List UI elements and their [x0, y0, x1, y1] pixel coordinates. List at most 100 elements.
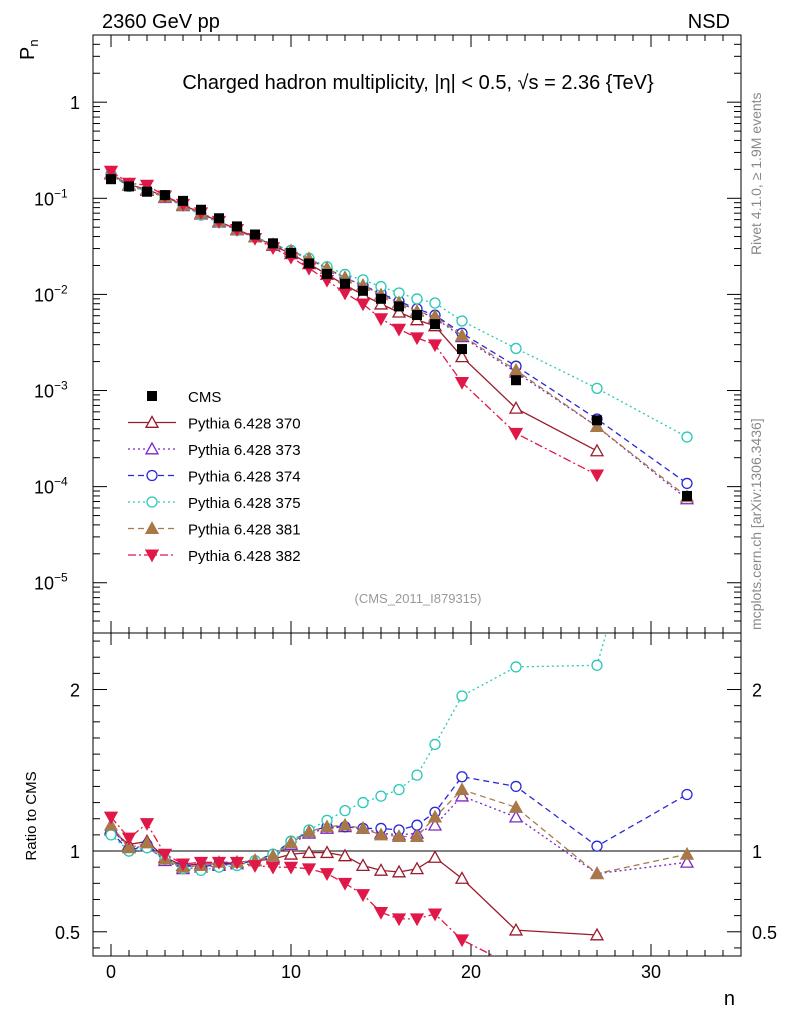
cms-data: [106, 174, 692, 501]
ratio-tick-label-right: 2: [752, 681, 762, 701]
cms-point: [457, 344, 467, 355]
series-point: [508, 400, 524, 414]
ratio-point: [409, 829, 425, 842]
series-point: [409, 332, 425, 346]
chart-title: Charged hadron multiplicity, |η| < 0.5, …: [182, 72, 654, 94]
legend-marker: [147, 391, 157, 401]
ratio-panel-frame: [92, 632, 742, 957]
cms-point: [160, 190, 170, 201]
ratio-point: [283, 846, 299, 860]
ratio-point: [357, 796, 369, 809]
ratio-point: [301, 863, 317, 877]
ratio-point: [679, 854, 695, 868]
cms-point: [394, 301, 404, 312]
ratio-line: [110, 829, 598, 936]
ratio-point: [319, 868, 335, 881]
ratio-tick-label-right: 0.5: [752, 923, 777, 943]
series-point: [456, 315, 468, 327]
ratio-point: [175, 858, 191, 872]
series-ratio-5: [103, 811, 496, 956]
ratio-line: [110, 633, 607, 872]
legend-label: Pythia 6.428 374: [188, 469, 301, 486]
cms-point: [511, 375, 521, 386]
series-point: [355, 298, 371, 312]
ratio-point: [591, 659, 603, 671]
ratio-point: [265, 861, 281, 875]
x-tick-label: 20: [461, 962, 481, 982]
series-point: [508, 427, 524, 441]
ratio-point: [139, 835, 155, 849]
cms-point: [142, 186, 152, 197]
ratio-point: [589, 866, 605, 880]
y-tick-label: 10−2: [34, 282, 68, 305]
y-axis-label-pn: Pn: [17, 39, 41, 60]
series-point: [454, 328, 470, 342]
legend-marker: [146, 496, 158, 508]
analysis-tag: (CMS_2011_I879315): [355, 591, 482, 606]
ratio-point: [454, 782, 470, 796]
mcplots-label: mcplots.cern.ch [arXiv:1306.3436]: [748, 418, 764, 630]
ratio-point: [229, 856, 245, 870]
legend-marker: [144, 521, 160, 534]
ratio-tick-label-right: 1: [752, 842, 762, 862]
cms-point: [412, 310, 422, 321]
cms-point: [682, 490, 692, 501]
ratio-point: [301, 845, 317, 859]
ratio-point: [393, 784, 405, 796]
cms-point: [124, 181, 134, 192]
series-point: [427, 339, 443, 353]
ratio-point: [121, 840, 137, 854]
cms-point: [232, 221, 242, 232]
series-point: [589, 469, 605, 483]
series-top-5: [103, 165, 605, 483]
ratio-point: [510, 661, 522, 673]
ratio-point: [355, 821, 371, 834]
legend-marker: [144, 441, 160, 455]
y-tick-label: 10−1: [34, 186, 68, 209]
cms-point: [268, 238, 278, 249]
ratio-point: [157, 848, 173, 862]
cms-point: [322, 269, 332, 280]
ratio-point: [373, 906, 389, 920]
series-point: [589, 419, 605, 433]
ratio-point: [265, 848, 281, 862]
cms-point: [304, 258, 314, 269]
ratio-point: [391, 829, 407, 842]
ratio-point: [105, 829, 117, 841]
x-tick-label: 10: [281, 962, 301, 982]
series-point: [139, 179, 155, 193]
ratio-point: [319, 845, 335, 859]
ratio-point: [391, 913, 407, 927]
series-point: [591, 382, 603, 394]
legend-marker: [146, 469, 158, 482]
ratio-point: [337, 848, 353, 862]
legend: CMS Pythia 6.428 370 Pythia 6.428 373 Pythi…: [128, 389, 301, 565]
ratio-point: [427, 809, 443, 823]
ratio-point: [427, 908, 443, 922]
ratio-point: [373, 827, 389, 841]
ratio-point: [510, 780, 522, 793]
cms-point: [592, 415, 602, 426]
ratio-point: [456, 690, 468, 702]
series-point: [391, 323, 407, 337]
header-left: 2360 GeV pp: [102, 11, 220, 33]
ratio-point: [508, 809, 524, 823]
ratio-point: [121, 832, 137, 846]
series-point: [454, 376, 470, 390]
y-tick-label: 10−3: [34, 379, 68, 402]
x-tick-label: 0: [106, 962, 116, 982]
series-line: [110, 172, 688, 498]
legend-marker: [144, 549, 160, 563]
cms-point: [178, 195, 188, 206]
ratio-line: [110, 816, 496, 956]
ratio-point: [454, 788, 470, 802]
series-point: [681, 431, 693, 443]
ratio-tick-label: 0.5: [55, 923, 80, 943]
rivet-version-label: Rivet 4.1.0, ≥ 1.9M events: [748, 92, 764, 255]
y-axis-label-ratio: Ratio to CMS: [23, 771, 40, 860]
ratio-point: [391, 864, 407, 878]
ratio-point: [409, 861, 425, 875]
y-tick-label: 1: [70, 93, 80, 113]
axis-ticks: 0 10 20 30 10−5 10−4 10−3 10−2 10−1 1 0.5 0.5 1 1 2 2: [34, 34, 777, 982]
series-point: [337, 287, 353, 301]
